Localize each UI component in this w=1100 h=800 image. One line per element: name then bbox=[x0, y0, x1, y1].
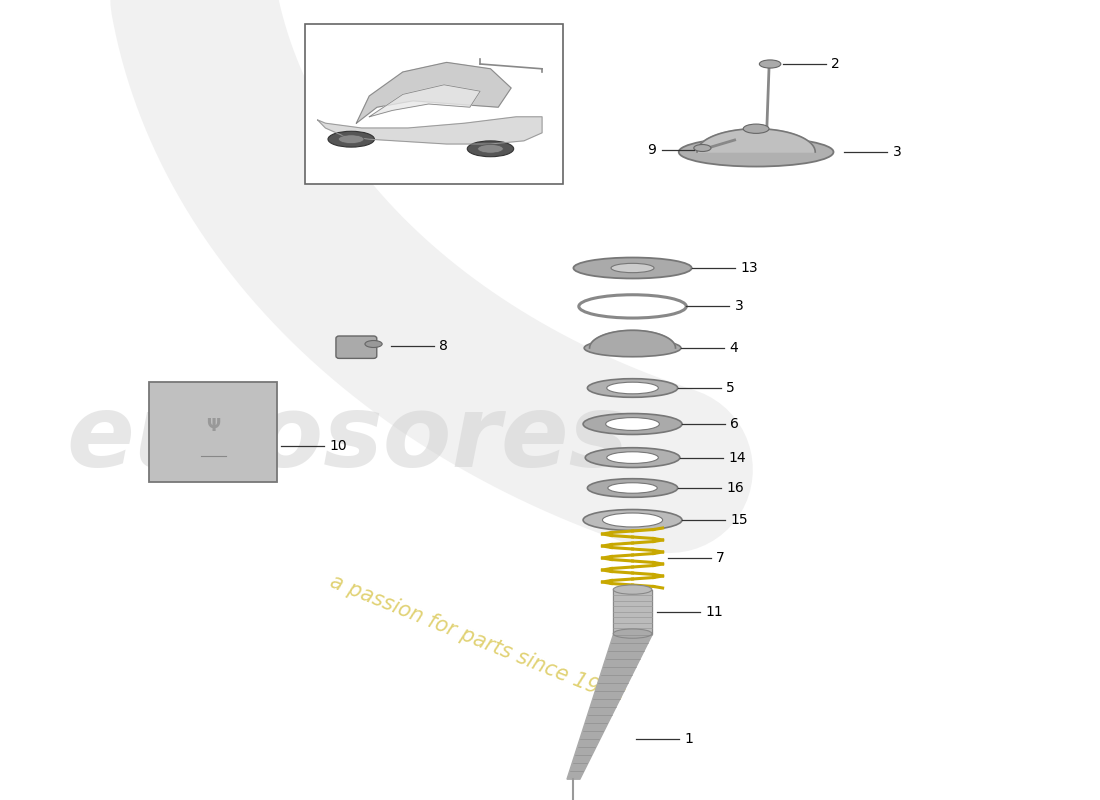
Ellipse shape bbox=[610, 263, 654, 273]
Text: 2: 2 bbox=[832, 57, 840, 71]
Text: 1: 1 bbox=[684, 732, 693, 746]
Ellipse shape bbox=[328, 131, 374, 147]
Ellipse shape bbox=[606, 418, 659, 430]
Ellipse shape bbox=[613, 585, 652, 594]
Ellipse shape bbox=[339, 135, 364, 143]
Text: Ψ: Ψ bbox=[207, 417, 220, 434]
Ellipse shape bbox=[587, 378, 678, 398]
Ellipse shape bbox=[587, 478, 678, 498]
Ellipse shape bbox=[608, 482, 658, 494]
FancyBboxPatch shape bbox=[150, 382, 277, 482]
Text: 4: 4 bbox=[729, 341, 738, 355]
Ellipse shape bbox=[607, 452, 658, 463]
Text: 3: 3 bbox=[892, 145, 901, 159]
Ellipse shape bbox=[583, 510, 682, 530]
Ellipse shape bbox=[573, 258, 692, 278]
Ellipse shape bbox=[607, 382, 658, 394]
Text: 9: 9 bbox=[647, 142, 657, 157]
Ellipse shape bbox=[613, 629, 652, 638]
Ellipse shape bbox=[477, 145, 503, 153]
Ellipse shape bbox=[365, 341, 382, 347]
Text: 13: 13 bbox=[740, 261, 758, 275]
Polygon shape bbox=[356, 62, 512, 123]
Text: 6: 6 bbox=[730, 417, 739, 431]
FancyBboxPatch shape bbox=[305, 24, 563, 184]
Polygon shape bbox=[566, 635, 652, 779]
Ellipse shape bbox=[759, 60, 781, 68]
Text: a passion for parts since 1985: a passion for parts since 1985 bbox=[327, 572, 627, 708]
Text: 7: 7 bbox=[716, 551, 725, 565]
Text: 10: 10 bbox=[329, 439, 346, 454]
Polygon shape bbox=[370, 85, 481, 117]
Ellipse shape bbox=[744, 124, 769, 134]
Text: 3: 3 bbox=[735, 299, 744, 314]
Text: eurosores: eurosores bbox=[67, 391, 629, 489]
Ellipse shape bbox=[585, 448, 680, 467]
Text: 16: 16 bbox=[726, 481, 744, 495]
Text: 8: 8 bbox=[439, 339, 448, 354]
Ellipse shape bbox=[694, 145, 711, 151]
Text: 15: 15 bbox=[730, 513, 748, 527]
Ellipse shape bbox=[603, 513, 662, 527]
Ellipse shape bbox=[468, 141, 514, 157]
Polygon shape bbox=[318, 117, 542, 144]
Ellipse shape bbox=[584, 339, 681, 357]
Ellipse shape bbox=[583, 414, 682, 434]
Polygon shape bbox=[590, 330, 675, 348]
Text: 11: 11 bbox=[705, 605, 724, 618]
Polygon shape bbox=[613, 590, 652, 634]
Text: 14: 14 bbox=[728, 450, 746, 465]
Polygon shape bbox=[697, 129, 815, 152]
Ellipse shape bbox=[679, 138, 834, 166]
FancyBboxPatch shape bbox=[336, 336, 377, 358]
Text: 5: 5 bbox=[726, 381, 735, 395]
